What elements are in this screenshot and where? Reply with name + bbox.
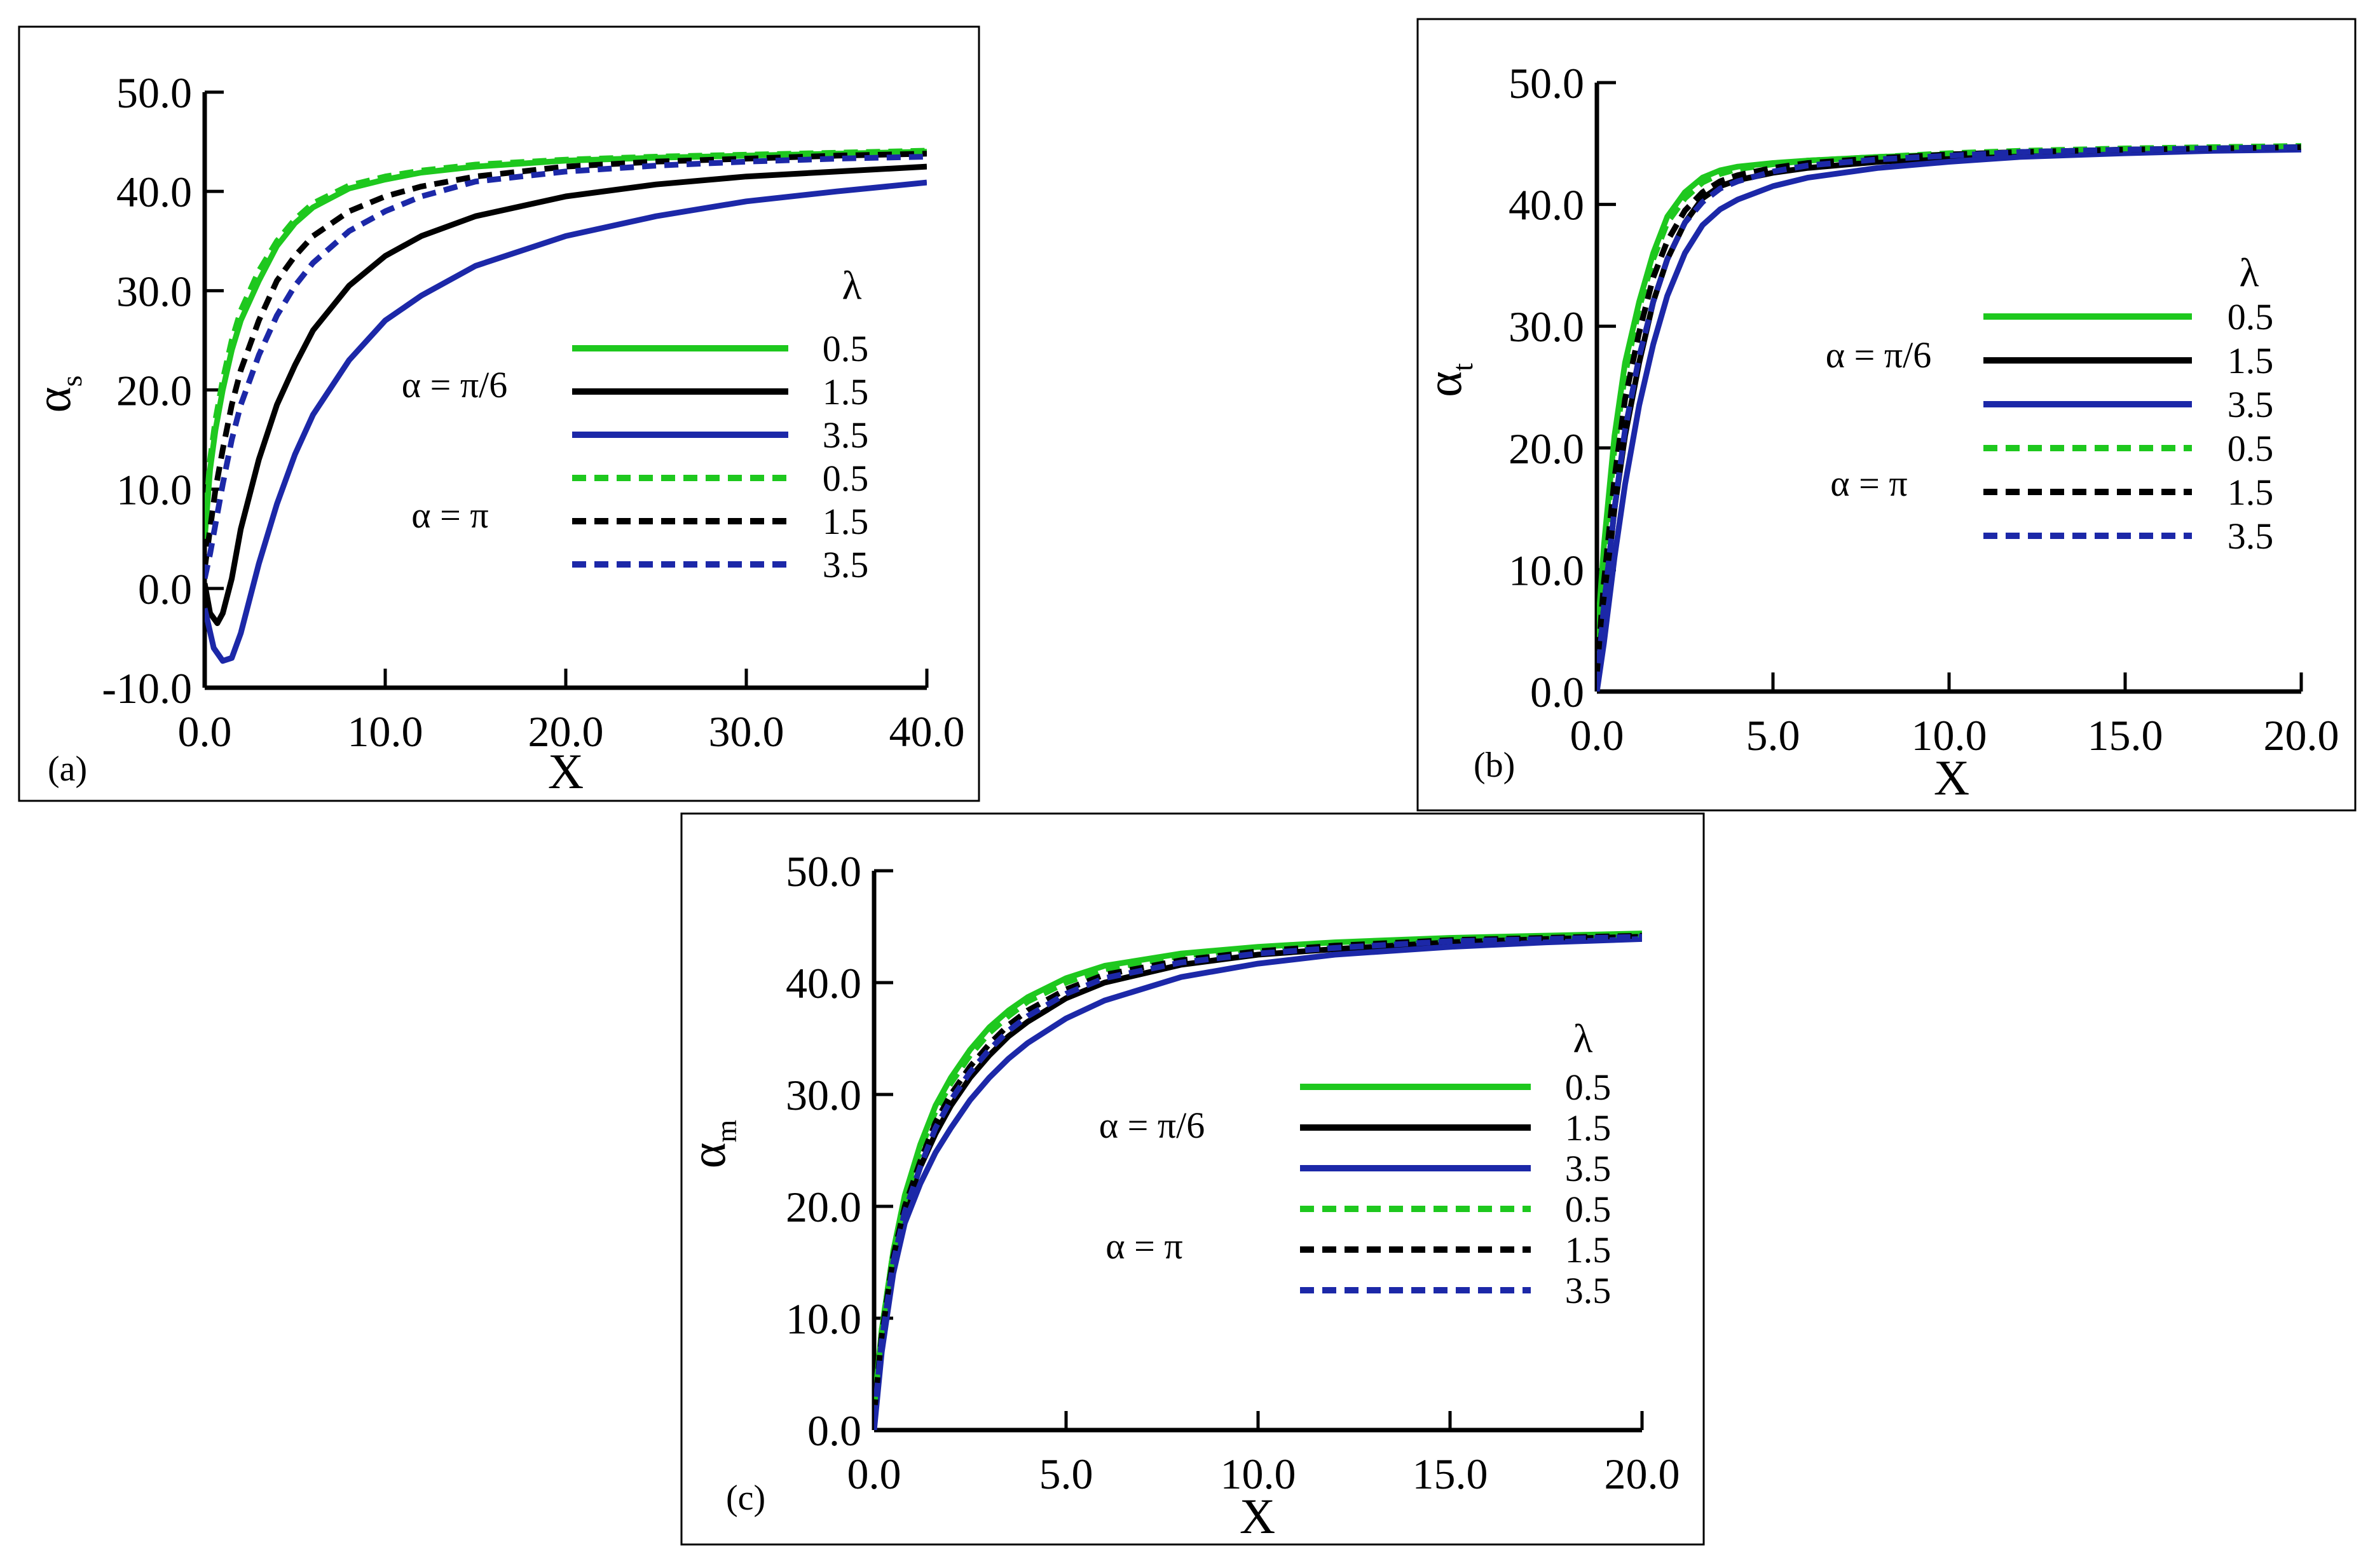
x-tick-label: 10.0 (1221, 1450, 1296, 1498)
legend-group-label: α = π/6 (1099, 1105, 1205, 1146)
y-tick-label: 0.0 (1530, 668, 1584, 716)
x-tick-label: 0.0 (178, 707, 232, 756)
x-tick-label: 10.0 (348, 707, 423, 756)
x-tick-label: 10.0 (1912, 711, 1987, 760)
y-axis-label: αm (680, 1119, 743, 1168)
series-line-solid-2 (1597, 146, 2301, 692)
legend-entry-label: 0.5 (823, 458, 869, 499)
y-axis-label: αt (1416, 363, 1479, 397)
x-axis-label: X (1934, 750, 1969, 805)
legend-entry-label: 1.5 (2228, 472, 2274, 513)
legend-group-label: α = π (1105, 1225, 1182, 1267)
y-tick-label: 10.0 (786, 1295, 861, 1343)
x-tick-label: 15.0 (1413, 1450, 1488, 1498)
y-tick-label: 30.0 (116, 267, 192, 315)
panel-b-frame (1416, 18, 2357, 812)
series-line-dashed-5 (874, 934, 1642, 1419)
panel-a: -10.00.010.020.030.040.050.00.0 10.0 20.0 3… (25, 69, 965, 799)
series-line-solid-2 (205, 179, 927, 664)
x-tick-label: 20.0 (1605, 1450, 1680, 1498)
y-tick-label: 0.0 (138, 565, 192, 613)
y-axis-label: αs (25, 376, 88, 413)
series-line-dashed-5 (1597, 144, 2301, 686)
legend-entry-label: 1.5 (1565, 1229, 1612, 1271)
legend-header: λ (2239, 250, 2259, 295)
y-tick-label: 40.0 (116, 168, 192, 216)
panel-c-frame (680, 812, 1705, 1546)
x-axis-label: X (548, 744, 584, 799)
panel-tag: (c) (726, 1478, 765, 1518)
y-tick-label: 0.0 (807, 1407, 861, 1455)
legend-entry-label: 3.5 (2228, 384, 2274, 425)
x-tick-label: 40.0 (889, 707, 965, 756)
legend-entry-label: 1.5 (1565, 1107, 1612, 1149)
legend-group-label: α = π/6 (1826, 334, 1932, 376)
y-tick-label: 40.0 (786, 959, 861, 1007)
legend-group-label: α = π (411, 494, 488, 536)
legend-entry-label: 3.5 (1565, 1270, 1612, 1311)
y-tick-label: 30.0 (1509, 303, 1584, 351)
x-tick-label: 15.0 (2088, 711, 2163, 760)
series-line-dashed-5 (205, 154, 927, 580)
panel-tag: (a) (48, 749, 87, 789)
x-tick-label: 0.0 (847, 1450, 901, 1498)
panel-b: 0.0 10.0 20.0 30.0 40.0 50.0 0.0 5.0 10.0 15.0 20.… (1416, 59, 2339, 805)
legend-entry-label: 0.5 (1565, 1067, 1612, 1108)
y-tick-label: 50.0 (786, 847, 861, 896)
legend-header: λ (842, 262, 861, 308)
legend-entry-label: 3.5 (1565, 1148, 1612, 1189)
y-tick-label: 20.0 (1509, 425, 1584, 473)
legend-entry-label: 0.5 (2228, 428, 2274, 469)
y-tick-label: 50.0 (116, 69, 192, 117)
legend-entry-label: 1.5 (823, 371, 869, 412)
legend-entry-label: 3.5 (823, 544, 869, 585)
x-tick-label: 5.0 (1039, 1450, 1093, 1498)
panel-a-frame (18, 25, 980, 802)
legend-group-label: α = π/6 (402, 364, 508, 406)
series-line-dashed-4 (1597, 144, 2301, 674)
x-tick-label: 0.0 (1570, 711, 1624, 760)
series-line-dashed-3 (205, 147, 927, 529)
panel-tag: (b) (1474, 746, 1515, 785)
legend-entry-label: 0.5 (1565, 1189, 1612, 1230)
legend-entry-label: 1.5 (823, 501, 869, 542)
y-tick-label: -10.0 (102, 664, 192, 712)
y-tick-label: 10.0 (1509, 546, 1584, 594)
y-tick-label: 30.0 (786, 1071, 861, 1119)
legend-entry-label: 0.5 (2228, 296, 2274, 337)
legend-entry-label: 0.5 (823, 328, 869, 369)
legend-entry-label: 1.5 (2228, 340, 2274, 381)
y-tick-label: 50.0 (1509, 59, 1584, 107)
legend-group-label: α = π (1830, 463, 1907, 504)
series-line-dashed-4 (205, 151, 927, 569)
series-line-solid-1 (205, 163, 927, 626)
y-tick-label: 40.0 (1509, 181, 1584, 229)
legend-entry-label: 3.5 (2228, 515, 2274, 557)
legend-entry-label: 3.5 (823, 414, 869, 456)
y-tick-label: 10.0 (116, 466, 192, 514)
panel-c: 0.0 10.0 20.0 30.0 40.0 50.0 0.0 5.0 10.0 15.0 20.… (680, 847, 1680, 1544)
legend-header: λ (1573, 1016, 1592, 1061)
x-axis-label: X (1240, 1489, 1275, 1544)
y-tick-label: 20.0 (116, 367, 192, 415)
x-tick-label: 30.0 (709, 707, 784, 756)
x-tick-label: 20.0 (2264, 711, 2339, 760)
y-tick-label: 20.0 (786, 1183, 861, 1231)
x-tick-label: 20.0 (528, 707, 604, 756)
series-line-solid-2 (874, 936, 1642, 1430)
x-tick-label: 5.0 (1746, 711, 1800, 760)
